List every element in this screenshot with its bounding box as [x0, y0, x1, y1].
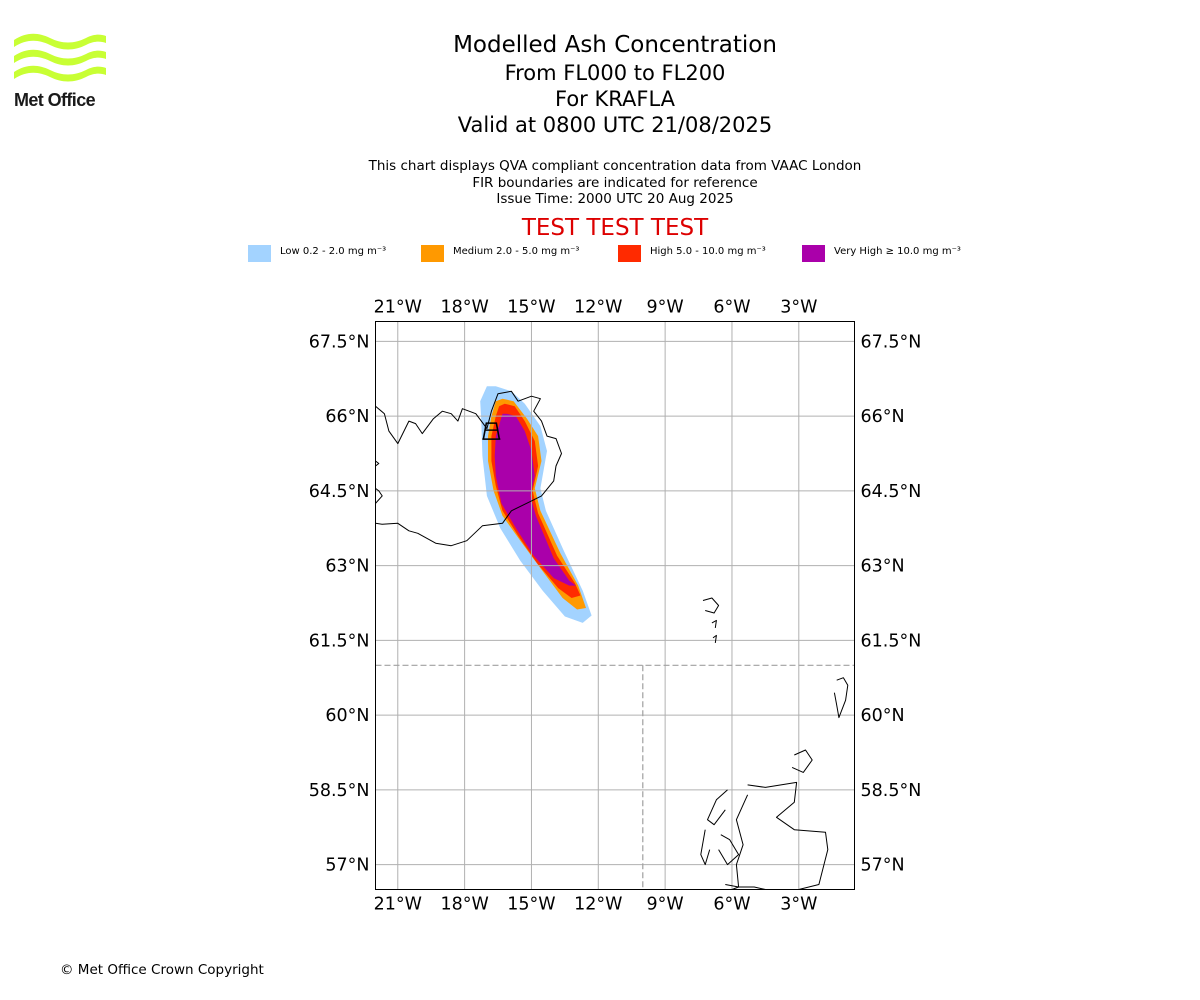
volcano-marker-outline — [482, 422, 501, 440]
met-office-waves-icon — [14, 33, 106, 82]
lat-label-left: 61.5°N — [309, 631, 370, 651]
coastline-faroe-island-2 — [711, 619, 717, 628]
description-line-1: This chart displays QVA compliant concen… — [368, 158, 862, 174]
coastline-iceland-north-coast — [375, 390, 562, 547]
lat-label-right: 58.5°N — [861, 781, 922, 801]
legend-swatch-very-high — [802, 245, 825, 262]
coastline-faroe-island-3 — [712, 634, 717, 643]
test-banner: TEST TEST TEST — [521, 215, 709, 241]
coastline-lewis — [707, 789, 728, 826]
issue-time: Issue Time: 2000 UTC 20 Aug 2025 — [496, 191, 734, 207]
lon-label-top: 3°W — [780, 298, 817, 318]
lon-label-bottom: 15°W — [507, 895, 555, 915]
lat-label-left: 58.5°N — [309, 781, 370, 801]
lon-label-bottom: 18°W — [440, 895, 488, 915]
legend-swatch-high — [618, 245, 641, 262]
lat-label-left: 64.5°N — [309, 482, 370, 502]
lat-label-left: 57°N — [325, 856, 369, 876]
lat-label-right: 64.5°N — [861, 482, 922, 502]
volcano-name: For KRAFLA — [555, 87, 675, 111]
description-line-2: FIR boundaries are indicated for referen… — [472, 174, 758, 191]
lon-label-top: 21°W — [374, 298, 422, 318]
map-frame — [375, 321, 855, 890]
coastline-shetland — [833, 677, 849, 719]
lat-label-right: 67.5°N — [861, 332, 922, 352]
valid-time: Valid at 0800 UTC 21/08/2025 — [457, 113, 773, 137]
lat-label-left: 60°N — [325, 706, 369, 726]
lon-label-top: 12°W — [574, 298, 622, 318]
map-layers — [375, 321, 855, 890]
lon-label-top: 15°W — [507, 298, 555, 318]
coastline-uist — [700, 829, 711, 866]
legend-label-low: Low 0.2 - 2.0 mg m⁻³ — [280, 246, 387, 257]
lat-label-right: 66°N — [861, 407, 905, 427]
coastline-iceland-westfjords-stub — [375, 460, 380, 467]
met-office-logo-text: Met Office — [14, 90, 96, 110]
lat-label-left: 67.5°N — [309, 332, 370, 352]
coastline-mull — [725, 884, 740, 890]
coastline-faroe-island-1 — [702, 597, 720, 614]
lon-label-bottom: 6°W — [713, 895, 750, 915]
lon-label-bottom: 12°W — [574, 895, 622, 915]
lon-label-bottom: 9°W — [647, 895, 684, 915]
lat-label-right: 63°N — [861, 557, 905, 577]
legend-label-high: High 5.0 - 10.0 mg m⁻³ — [650, 246, 766, 257]
lat-label-right: 60°N — [861, 706, 905, 726]
met-office-logo: Met Office — [14, 30, 109, 112]
copyright-notice: © Met Office Crown Copyright — [60, 962, 264, 978]
volcano-marker-icon — [482, 422, 501, 440]
lon-label-top: 9°W — [647, 298, 684, 318]
legend-swatch-medium — [421, 245, 444, 262]
legend-swatch-low — [248, 245, 271, 262]
lon-label-bottom: 3°W — [780, 895, 817, 915]
lat-label-right: 61.5°N — [861, 631, 922, 651]
chart-description: This chart displays QVA compliant concen… — [0, 158, 1200, 208]
flight-level-range: From FL000 to FL200 — [504, 61, 726, 85]
coastline-skye — [718, 834, 740, 866]
chart-title: Modelled Ash Concentration — [453, 32, 777, 58]
lon-label-top: 6°W — [713, 298, 750, 318]
legend-label-medium: Medium 2.0 - 5.0 mg m⁻³ — [453, 246, 580, 257]
coastline-orkney — [791, 749, 813, 773]
legend-label-very-high: Very High ≥ 10.0 mg m⁻³ — [834, 246, 961, 257]
lon-label-bottom: 21°W — [374, 895, 422, 915]
lon-label-top: 18°W — [440, 298, 488, 318]
coastline-scotland-mainland — [735, 781, 829, 890]
coastline-iceland-west-coast — [375, 488, 383, 504]
ash-region-very-high — [494, 413, 576, 586]
lat-label-left: 63°N — [325, 557, 369, 577]
lat-label-left: 66°N — [325, 407, 369, 427]
lat-label-right: 57°N — [861, 856, 905, 876]
chart-title-block: Modelled Ash Concentration From FL000 to… — [0, 30, 1200, 138]
